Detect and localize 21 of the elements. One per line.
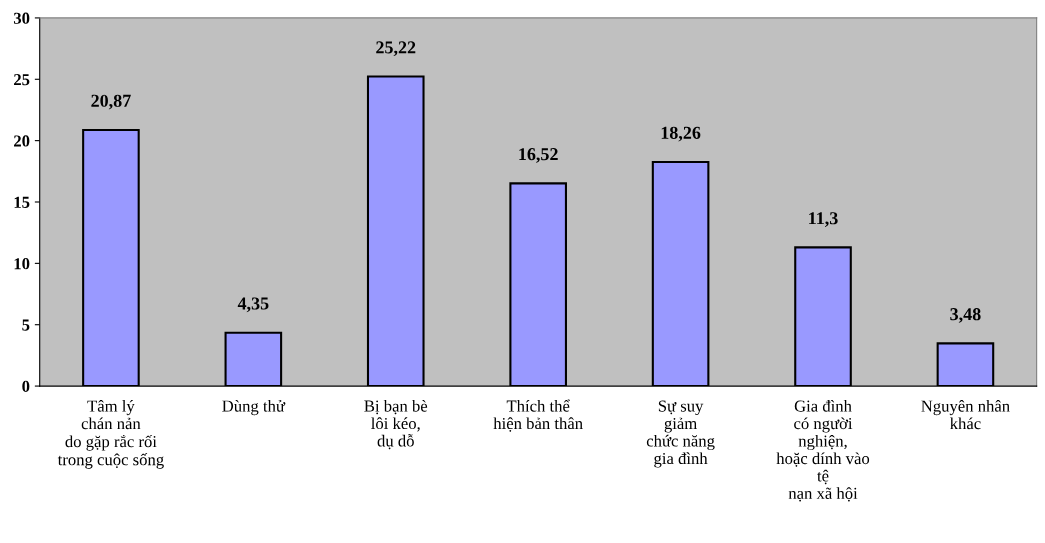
y-tick-label: 0 (22, 380, 30, 393)
x-tick-label: Gia đình có người nghiện, hoặc dính vào tệ nạn xã hội (776, 399, 870, 502)
y-tick-label: 30 (13, 12, 30, 24)
data-label: 4,35 (237, 297, 269, 313)
y-tick-label: 25 (14, 74, 30, 86)
data-label: 18,26 (661, 126, 701, 142)
data-label: 3,48 (950, 308, 981, 323)
x-tick-label: Dùng thử (222, 399, 286, 416)
x-tick-label: Thích thể hiện bản thân (493, 399, 583, 432)
x-tick-label: Nguyên nhân khác (921, 399, 1010, 430)
y-tick-label: 5 (22, 319, 30, 331)
y-tick-label: 10 (14, 258, 30, 270)
data-label: 16,52 (519, 148, 558, 163)
x-tick-label: Tâm lý chán nản do gặp rắc rối trong cuộc sống (57, 399, 164, 469)
data-label: 25,22 (376, 41, 416, 57)
y-tick-label: 20 (14, 135, 30, 147)
x-tick-label: Bị bạn bè lôi kéo, dụ dỗ (364, 399, 428, 450)
data-label: 20,87 (91, 94, 131, 110)
x-tick-label: Sự suy giảm chức năng gia đình (646, 400, 715, 468)
y-tick-label: 15 (14, 196, 30, 208)
data-label: 11,3 (809, 212, 838, 227)
